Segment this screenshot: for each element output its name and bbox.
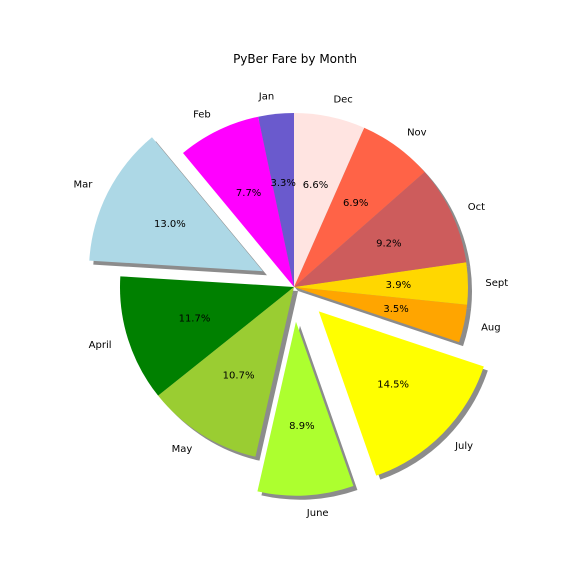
slice-label-may: May — [172, 444, 193, 455]
pct-label-oct: 9.2% — [376, 238, 401, 249]
slice-june — [257, 321, 354, 496]
slice-mar — [89, 137, 263, 272]
slice-label-april: April — [89, 340, 112, 351]
slice-label-jan: Jan — [258, 92, 274, 103]
slice-label-aug: Aug — [481, 322, 501, 333]
pct-label-april: 11.7% — [179, 314, 211, 325]
pct-label-aug: 3.5% — [383, 304, 408, 315]
slice-label-mar: Mar — [73, 180, 93, 191]
pct-label-may: 10.7% — [223, 370, 255, 381]
slice-label-dec: Dec — [333, 95, 352, 106]
pct-label-jan: 3.3% — [270, 178, 295, 189]
slice-dec — [294, 113, 365, 287]
slice-july — [318, 311, 484, 476]
slice-aug — [294, 287, 468, 343]
slice-label-sept: Sept — [485, 278, 508, 289]
slice-label-feb: Feb — [193, 110, 211, 121]
slice-nov — [294, 127, 425, 287]
pct-label-dec: 6.6% — [303, 180, 328, 191]
slice-labels: Jan 3.3% Feb 7.7% Mar 13.0% April 11.7% May 10.7%… — [73, 92, 508, 519]
pie-slices — [89, 113, 484, 496]
pct-label-mar: 13.0% — [154, 219, 186, 230]
slice-may — [158, 287, 294, 457]
pct-label-feb: 7.7% — [236, 188, 261, 199]
pct-label-june: 8.9% — [289, 421, 314, 432]
slice-label-oct: Oct — [468, 202, 485, 213]
pct-label-july: 14.5% — [377, 380, 409, 391]
slice-jan — [258, 113, 294, 287]
slice-label-nov: Nov — [407, 128, 427, 139]
pct-label-sept: 3.9% — [386, 280, 411, 291]
slice-feb — [182, 116, 294, 287]
slice-oct — [294, 172, 467, 287]
chart-title: PyBer Fare by Month — [233, 52, 357, 66]
slice-sept — [294, 262, 468, 305]
slice-label-july: July — [454, 441, 473, 452]
slice-april — [120, 276, 294, 396]
pct-label-nov: 6.9% — [343, 198, 368, 209]
slice-label-june: June — [306, 508, 329, 519]
